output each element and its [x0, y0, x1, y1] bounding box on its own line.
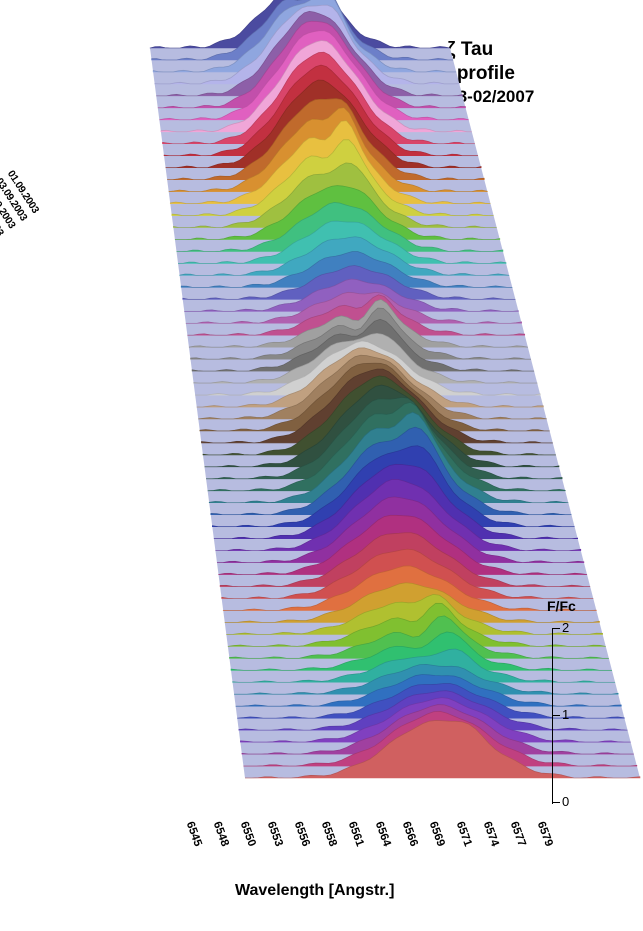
wavelength-tick-13: 6579 — [535, 820, 555, 848]
wavelength-tick-11: 6574 — [481, 820, 501, 848]
spectral-waterfall-plot — [150, 40, 570, 860]
flfc-tick-label-0: 2 — [562, 620, 569, 635]
wavelength-tick-9: 6569 — [427, 820, 447, 848]
flfc-tick-label-1: 1 — [562, 707, 569, 722]
wavelength-tick-6: 6561 — [346, 820, 366, 848]
wavelength-axis-group: 6545 6548 6550 6553 6556 6558 6561 6564 6566 6569… — [195, 820, 625, 915]
wavelength-axis-title: Wavelength [Angstr.] — [235, 882, 394, 900]
wavelength-tick-4: 6556 — [292, 820, 312, 848]
observation-dates-column: 01.09.2003 03.09.2003 14.09.2003 19.09.2003… — [0, 168, 124, 690]
waterfall-chart-stage: ζ Tau Hα-profile 09/2003-02/2007 01.09.2… — [0, 0, 643, 931]
flfc-tick-label-2: 0 — [562, 794, 569, 809]
wavelength-tick-10: 6571 — [454, 820, 474, 848]
wavelength-tick-2: 6550 — [238, 820, 258, 848]
wavelength-tick-12: 6577 — [508, 820, 528, 848]
wavelength-tick-1: 6548 — [211, 820, 231, 848]
wavelength-tick-3: 6553 — [265, 820, 285, 848]
flfc-axis-title: F/Fc — [547, 598, 576, 614]
flfc-axis-line — [552, 628, 553, 804]
wavelength-tick-7: 6564 — [373, 820, 393, 848]
wavelength-tick-5: 6558 — [319, 820, 339, 848]
spectral-lines-svg — [150, 40, 570, 860]
observation-dates-list: 01.09.2003 03.09.2003 14.09.2003 19.09.2003… — [0, 168, 41, 681]
wavelength-tick-8: 6566 — [400, 820, 420, 848]
